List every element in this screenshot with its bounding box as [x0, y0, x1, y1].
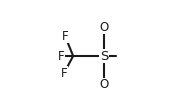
Text: F: F — [62, 30, 68, 43]
Text: S: S — [100, 50, 108, 62]
Text: F: F — [58, 50, 64, 62]
Text: F: F — [60, 67, 67, 80]
Text: O: O — [100, 78, 109, 91]
Text: O: O — [100, 21, 109, 34]
